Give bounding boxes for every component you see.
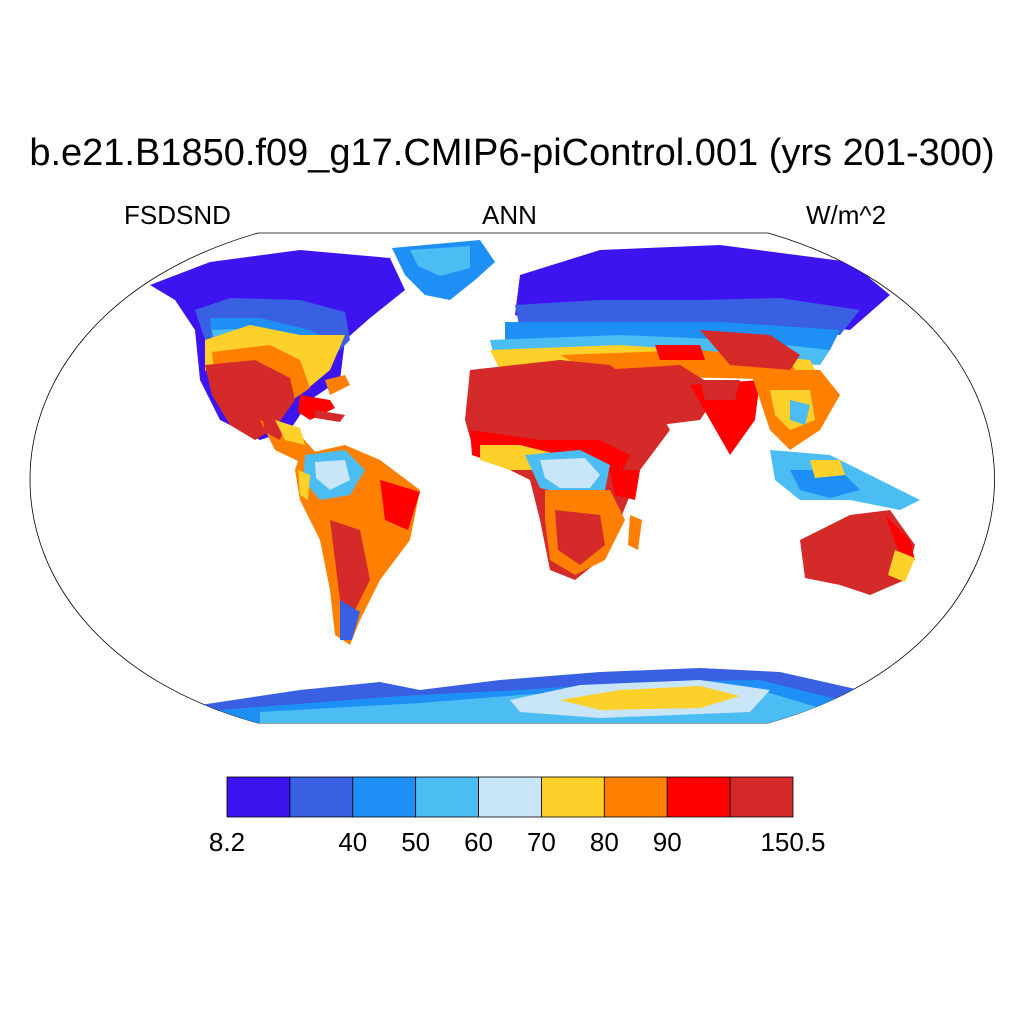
middle-east-south-asia xyxy=(600,365,760,455)
east-asia xyxy=(750,370,920,510)
plot-title: b.e21.B1850.f09_g17.CMIP6-piControl.001 … xyxy=(29,132,995,174)
season-label: ANN xyxy=(482,200,537,230)
colorbar-box xyxy=(603,776,668,818)
colorbar-label: 60 xyxy=(464,827,493,857)
antarctica xyxy=(150,668,900,723)
colorbar-label: 70 xyxy=(527,827,556,857)
colorbar-box xyxy=(352,776,417,818)
units-label: W/m^2 xyxy=(806,200,887,230)
africa xyxy=(465,360,670,580)
colorbar-label: 40 xyxy=(338,827,367,857)
colorbar-label: 90 xyxy=(653,827,682,857)
colorbar-box xyxy=(289,776,354,818)
north-america xyxy=(150,250,405,440)
variable-name: FSDSND xyxy=(124,200,231,230)
south-america xyxy=(295,445,420,645)
colorbar-box xyxy=(226,776,291,818)
colorbar-label: 80 xyxy=(590,827,619,857)
colorbar-box xyxy=(541,776,605,818)
colorbar-box xyxy=(415,776,479,818)
australia xyxy=(800,510,915,595)
colorbar-box xyxy=(666,776,731,818)
colorbar-box xyxy=(478,776,542,818)
eurasia xyxy=(490,245,890,380)
colorbar-label: 50 xyxy=(401,827,430,857)
colorbar-box xyxy=(729,776,794,818)
colorbar-label: 8.2 xyxy=(209,827,245,857)
colorbar-label: 150.5 xyxy=(760,827,825,857)
central-america xyxy=(260,410,345,462)
greenland xyxy=(392,240,495,300)
